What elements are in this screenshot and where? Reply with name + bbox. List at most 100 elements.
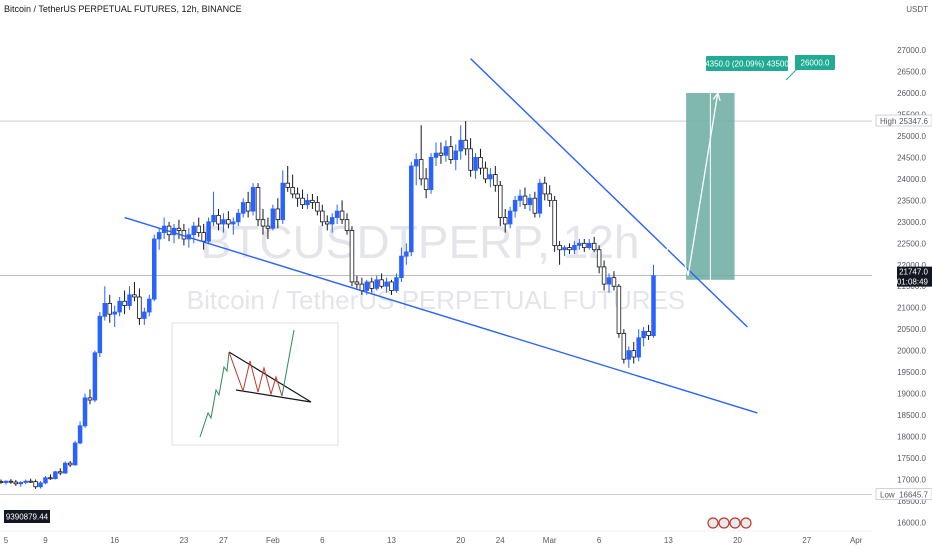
candle-down[interactable] <box>226 219 231 225</box>
candle-up[interactable] <box>240 202 246 214</box>
measure-label[interactable]: 4350.0 (20.09%) 43500 <box>705 56 789 71</box>
candle-down[interactable] <box>181 230 187 240</box>
economic-event-flags[interactable] <box>707 517 752 529</box>
candle-down[interactable] <box>260 219 266 227</box>
candle-down[interactable] <box>122 300 127 306</box>
candle-up[interactable] <box>527 197 533 206</box>
candle-down[interactable] <box>448 146 454 160</box>
candle-down[interactable] <box>542 182 548 195</box>
candle-down[interactable] <box>290 187 295 195</box>
candle-up[interactable] <box>191 225 197 236</box>
candle-down[interactable] <box>478 157 483 169</box>
candle-down[interactable] <box>423 178 429 191</box>
candle-up[interactable] <box>394 277 399 291</box>
candle-down[interactable] <box>468 148 473 171</box>
candle-down[interactable] <box>58 471 63 474</box>
event-flag-icon[interactable] <box>740 517 752 529</box>
candle-down[interactable] <box>107 303 112 315</box>
candle-down[interactable] <box>320 210 325 223</box>
candle-down[interactable] <box>176 227 182 231</box>
candle-up[interactable] <box>18 482 24 485</box>
candle-up[interactable] <box>38 482 43 488</box>
candle-down[interactable] <box>483 167 488 180</box>
candle-up[interactable] <box>236 212 241 223</box>
candle-down[interactable] <box>137 296 142 319</box>
candle-up[interactable] <box>512 199 518 212</box>
wedge-lower-trendline[interactable] <box>124 216 758 414</box>
candle-up[interactable] <box>53 471 58 480</box>
candle-up[interactable] <box>206 221 211 242</box>
candle-down[interactable] <box>349 230 355 283</box>
candle-up[interactable] <box>112 311 117 315</box>
candle-down[interactable] <box>438 152 444 156</box>
candle-up[interactable] <box>280 182 286 221</box>
candle-up[interactable] <box>577 242 582 246</box>
candle-up[interactable] <box>102 303 108 317</box>
candle-down[interactable] <box>344 219 350 231</box>
candle-up[interactable] <box>97 315 103 354</box>
candle-up[interactable] <box>537 182 543 214</box>
candle-down[interactable] <box>33 481 38 488</box>
candle-up[interactable] <box>211 214 216 223</box>
candle-down[interactable] <box>0 481 4 484</box>
candle-up[interactable] <box>364 281 370 291</box>
candle-up[interactable] <box>572 245 577 251</box>
candle-down[interactable] <box>354 281 360 285</box>
candle-down[interactable] <box>567 247 572 251</box>
candle-up[interactable] <box>156 232 162 240</box>
candle-down[interactable] <box>552 199 557 246</box>
candle-down[interactable] <box>582 242 587 248</box>
candle-down[interactable] <box>646 330 651 337</box>
candle-up[interactable] <box>92 352 98 401</box>
candle-up[interactable] <box>72 442 78 466</box>
candle-up[interactable] <box>142 311 147 319</box>
candle-down[interactable] <box>498 184 503 218</box>
event-flag-icon[interactable] <box>718 517 730 529</box>
candle-up[interactable] <box>404 251 409 257</box>
candle-down[interactable] <box>201 232 206 242</box>
candle-up[interactable] <box>409 165 414 253</box>
candle-down[interactable] <box>48 477 53 480</box>
candle-up[interactable] <box>221 219 226 225</box>
candle-up[interactable] <box>443 146 449 156</box>
candle-down[interactable] <box>255 187 261 221</box>
candle-up[interactable] <box>23 480 28 483</box>
candle-up[interactable] <box>473 157 478 171</box>
candle-up[interactable] <box>127 294 132 306</box>
candle-down[interactable] <box>463 139 468 150</box>
candle-down[interactable] <box>418 159 424 180</box>
candle-down[interactable] <box>621 333 627 360</box>
candle-down[interactable] <box>557 245 562 251</box>
candle-up[interactable] <box>562 247 567 251</box>
candle-down[interactable] <box>601 266 607 285</box>
candle-down[interactable] <box>596 249 602 268</box>
candle-up[interactable] <box>82 397 88 427</box>
candle-up[interactable] <box>171 227 177 236</box>
candle-up[interactable] <box>62 462 68 474</box>
candle-up[interactable] <box>413 159 419 167</box>
candle-up[interactable] <box>399 255 404 279</box>
candle-down[interactable] <box>389 281 394 291</box>
candle-down[interactable] <box>616 285 622 334</box>
candle-up[interactable] <box>586 242 592 248</box>
candle-down[interactable] <box>310 199 315 203</box>
candle-down[interactable] <box>196 225 201 233</box>
candle-down[interactable] <box>315 202 320 212</box>
candle-up[interactable] <box>250 187 256 212</box>
candle-up[interactable] <box>626 350 632 360</box>
candle-down[interactable] <box>265 225 271 229</box>
price-axis[interactable]: USDT 16000.0 16500.0 17000.0 17500.0 18000.0… <box>897 5 928 527</box>
candle-down[interactable] <box>379 279 384 287</box>
candle-up[interactable] <box>458 139 463 152</box>
candle-up[interactable] <box>329 217 335 225</box>
candle-up[interactable] <box>488 174 493 180</box>
candle-down[interactable] <box>28 480 33 483</box>
time-axis[interactable]: 5 9 16 23 27 Feb 6 13 20 24 Mar 6 13 20 27 Apr <box>4 536 863 545</box>
candle-down[interactable] <box>295 193 300 199</box>
candle-up[interactable] <box>147 298 152 313</box>
candle-up[interactable] <box>270 208 276 229</box>
candle-up[interactable] <box>3 480 9 483</box>
event-flag-icon[interactable] <box>707 517 719 529</box>
candle-up[interactable] <box>453 150 459 160</box>
candle-down[interactable] <box>87 397 93 401</box>
